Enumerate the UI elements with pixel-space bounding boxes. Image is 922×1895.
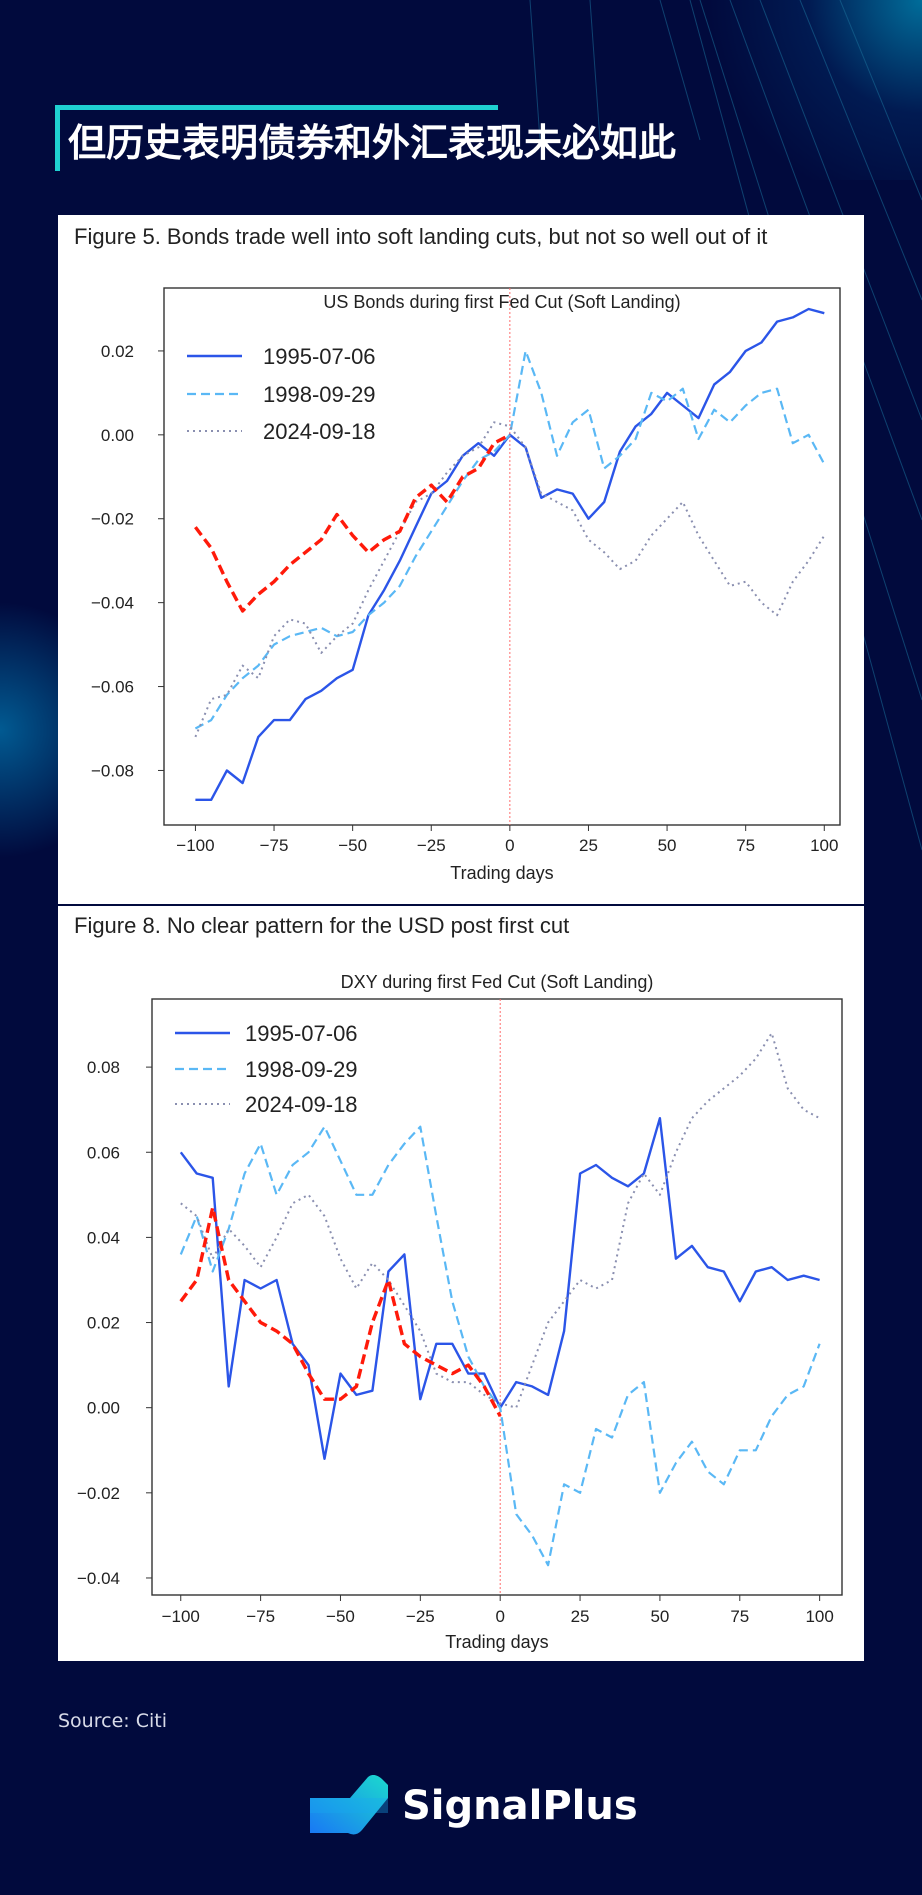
legend-label: 1995-07-06 [245, 1021, 358, 1046]
x-tick-label: −50 [326, 1607, 355, 1626]
x-tick-label: 25 [571, 1607, 590, 1626]
x-tick-label: −75 [246, 1607, 275, 1626]
brand-name: SignalPlus [402, 1783, 638, 1829]
series-line-highlight [179, 1205, 502, 1418]
series-line-2024-09-18 [180, 1032, 821, 1409]
figure-5-panel: Figure 5. Bonds trade well into soft lan… [58, 215, 864, 904]
x-tick-label: 50 [650, 1607, 669, 1626]
x-tick-label: 100 [810, 836, 838, 855]
y-tick-label: −0.02 [91, 510, 134, 529]
x-tick-label: −75 [260, 836, 289, 855]
x-tick-label: −100 [176, 836, 214, 855]
y-tick-label: 0.00 [101, 426, 134, 445]
y-tick-label: 0.04 [87, 1228, 120, 1247]
y-tick-label: 0.08 [87, 1058, 120, 1077]
series-line-1998-09-29 [179, 1125, 821, 1567]
legend-label: 1995-07-06 [263, 344, 376, 369]
chart-title: DXY during first Fed Cut (Soft Landing) [341, 972, 654, 992]
plot-frame [151, 998, 843, 1596]
x-tick-label: 0 [505, 836, 514, 855]
page-title: 但历史表明债券和外汇表现未必如此 [68, 121, 677, 165]
legend-label: 1998-09-29 [245, 1057, 358, 1082]
y-tick-label: −0.06 [91, 678, 134, 697]
x-tick-label: −25 [406, 1607, 435, 1626]
series-line-highlight [194, 433, 511, 613]
legend-label: 2024-09-18 [263, 419, 376, 444]
signalplus-logo-icon [310, 1774, 388, 1835]
title-accent-bar [55, 105, 60, 171]
x-axis-label: Trading days [450, 863, 553, 883]
y-tick-label: −0.02 [77, 1484, 120, 1503]
figure-caption: Figure 8. No clear pattern for the USD p… [74, 913, 570, 938]
y-tick-label: 0.02 [101, 342, 134, 361]
x-tick-label: 25 [579, 836, 598, 855]
x-tick-label: −50 [338, 836, 367, 855]
x-tick-label: 50 [658, 836, 677, 855]
figure-8-panel: Figure 8. No clear pattern for the USD p… [58, 906, 864, 1661]
y-tick-label: 0.00 [87, 1399, 120, 1418]
us-bonds-chart: US Bonds during first Fed Cut (Soft Land… [91, 287, 841, 883]
x-axis-label: Trading days [445, 1632, 548, 1652]
y-tick-label: −0.04 [77, 1569, 120, 1588]
legend-label: 2024-09-18 [245, 1092, 358, 1117]
x-tick-label: −25 [417, 836, 446, 855]
x-tick-label: −100 [162, 1607, 200, 1626]
x-tick-label: 100 [805, 1607, 833, 1626]
y-tick-label: −0.08 [91, 761, 134, 780]
x-tick-label: 75 [736, 836, 755, 855]
signalplus-logo: SignalPlus [310, 1774, 638, 1835]
plot-frame [163, 287, 841, 826]
chart-title: US Bonds during first Fed Cut (Soft Land… [323, 292, 680, 312]
legend-label: 1998-09-29 [263, 382, 376, 407]
y-tick-label: −0.04 [91, 594, 134, 613]
figure-caption: Figure 5. Bonds trade well into soft lan… [74, 224, 768, 249]
dxy-chart: DXY during first Fed Cut (Soft Landing) −… [77, 972, 843, 1652]
source-note: Source: Citi [58, 1710, 167, 1732]
title-accent-bar [56, 105, 498, 110]
y-tick-label: 0.06 [87, 1143, 120, 1162]
x-tick-label: 75 [730, 1607, 749, 1626]
series-line-1998-09-29 [194, 349, 826, 730]
x-tick-label: 0 [495, 1607, 504, 1626]
y-tick-label: 0.02 [87, 1314, 120, 1333]
